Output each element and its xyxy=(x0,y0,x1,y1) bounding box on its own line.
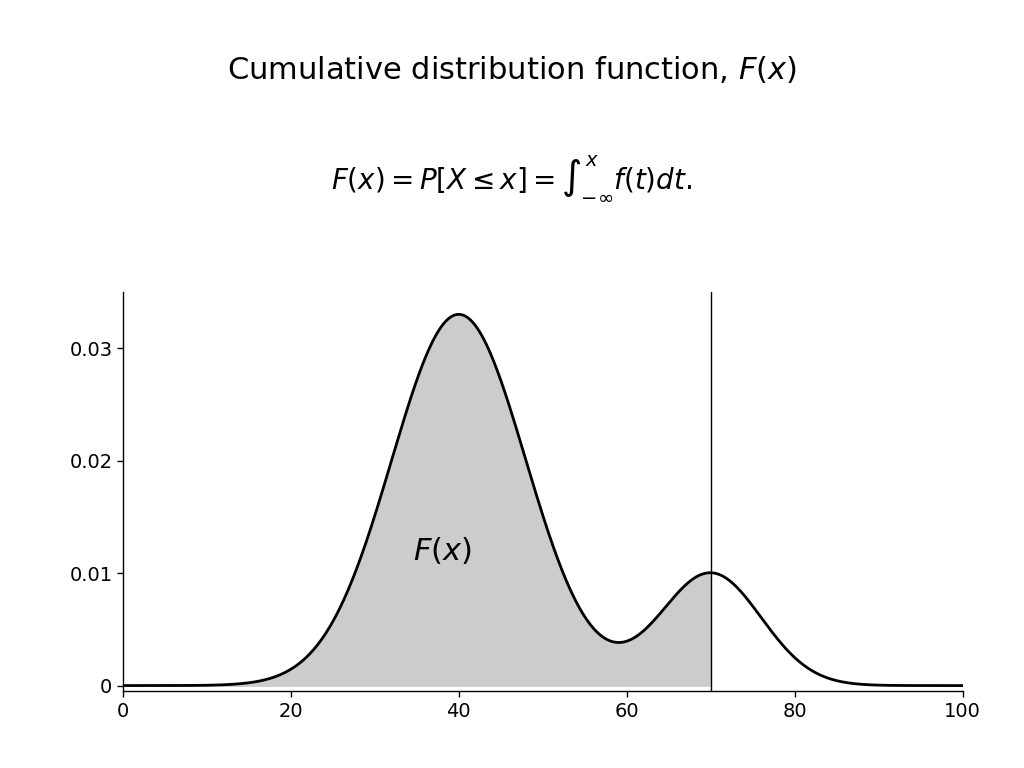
Text: Cumulative distribution function, $F(x)$: Cumulative distribution function, $F(x)$ xyxy=(227,54,797,84)
Text: $F\left(x\right) = P\left[X \leq x\right] = \int_{-\infty}^{x} f\left(t\right)dt: $F\left(x\right) = P\left[X \leq x\right… xyxy=(332,154,692,203)
Text: $F\left(x\right)$: $F\left(x\right)$ xyxy=(413,535,471,566)
